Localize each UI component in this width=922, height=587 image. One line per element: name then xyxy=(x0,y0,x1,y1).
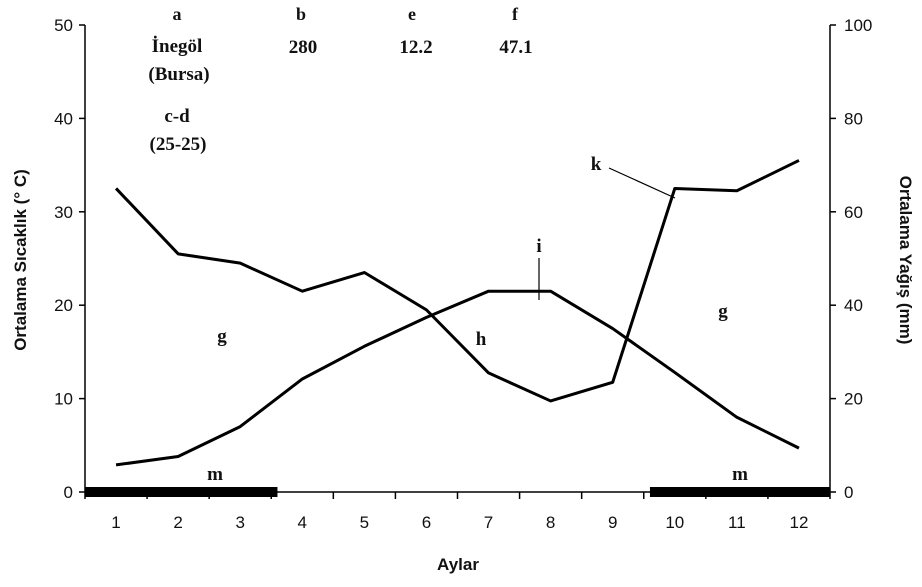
series-lines xyxy=(114,159,800,467)
x-axis-tick-label: 9 xyxy=(608,513,617,532)
x-axis-tick-label: 2 xyxy=(173,513,182,532)
annotation-m-left: m xyxy=(207,464,223,485)
x-axis-tick-label: 7 xyxy=(484,513,493,532)
x-axis-tick-label: 12 xyxy=(789,513,808,532)
x-axis-tick-label: 5 xyxy=(360,513,369,532)
precipitation-line xyxy=(114,159,800,403)
x-axis-tick-label: 4 xyxy=(298,513,307,532)
station-region: (Bursa) xyxy=(148,64,209,85)
annotation-e-value: 12.2 xyxy=(399,37,432,58)
left-axis-tick-label: 10 xyxy=(54,390,73,409)
left-axis: 0 10 20 30 40 50 xyxy=(54,16,86,502)
x-axis-tick-label: 3 xyxy=(235,513,244,532)
annotation-f-value: 47.1 xyxy=(499,37,532,58)
annotation-h: h xyxy=(476,329,487,350)
left-axis-tick-label: 0 xyxy=(64,483,73,502)
annotation-m-right: m xyxy=(732,464,748,485)
x-axis-tick-label: 10 xyxy=(665,513,684,532)
dry-period-bar xyxy=(649,487,830,497)
x-axis: 1 2 3 4 5 6 7 8 9 10 11 12 xyxy=(84,491,831,532)
annotation-g-left: g xyxy=(217,326,227,347)
annotation-i: i xyxy=(536,236,541,257)
dry-period-bars xyxy=(85,487,830,497)
annotation-b-value: 280 xyxy=(289,37,318,58)
annotation-a: a xyxy=(173,4,182,24)
left-axis-tick-label: 30 xyxy=(54,203,73,222)
station-name: İnegöl xyxy=(152,36,203,57)
annotation-f: f xyxy=(512,4,519,24)
annotation-cd-value: (25-25) xyxy=(150,134,207,155)
right-axis-tick-label: 60 xyxy=(844,203,863,222)
y-axis-right-title: Ortalama Yağış (mm) xyxy=(896,176,915,345)
annotation-cd: c-d xyxy=(164,106,190,127)
annotation-k-leader xyxy=(608,167,676,199)
left-axis-tick-label: 40 xyxy=(54,109,73,128)
temperature-line xyxy=(115,289,800,467)
annotations: a İnegöl (Bursa) b 280 e 12.2 f 47.1 c-d (25-25) k i… xyxy=(148,4,748,485)
annotation-k: k xyxy=(591,154,602,175)
dry-period-bar xyxy=(85,487,278,497)
right-axis: 0 20 40 60 80 100 xyxy=(829,16,872,502)
right-axis-tick-label: 0 xyxy=(844,483,853,502)
annotation-b: b xyxy=(296,4,306,24)
annotation-e: e xyxy=(408,4,416,24)
x-axis-title: Aylar xyxy=(437,555,479,574)
x-axis-tick-label: 8 xyxy=(546,513,555,532)
right-axis-tick-label: 100 xyxy=(844,16,872,35)
right-axis-tick-label: 40 xyxy=(844,296,863,315)
x-axis-tick-label: 11 xyxy=(728,513,746,532)
right-axis-tick-label: 80 xyxy=(844,109,863,128)
x-axis-tick-label: 6 xyxy=(422,513,431,532)
left-axis-tick-label: 50 xyxy=(54,16,73,35)
y-axis-left-title: Ortalama Sıcaklık (° C) xyxy=(11,169,30,351)
annotation-g-right: g xyxy=(718,301,728,322)
left-axis-tick-label: 20 xyxy=(54,296,73,315)
x-axis-tick-label: 1 xyxy=(111,513,120,532)
right-axis-tick-label: 20 xyxy=(844,390,863,409)
